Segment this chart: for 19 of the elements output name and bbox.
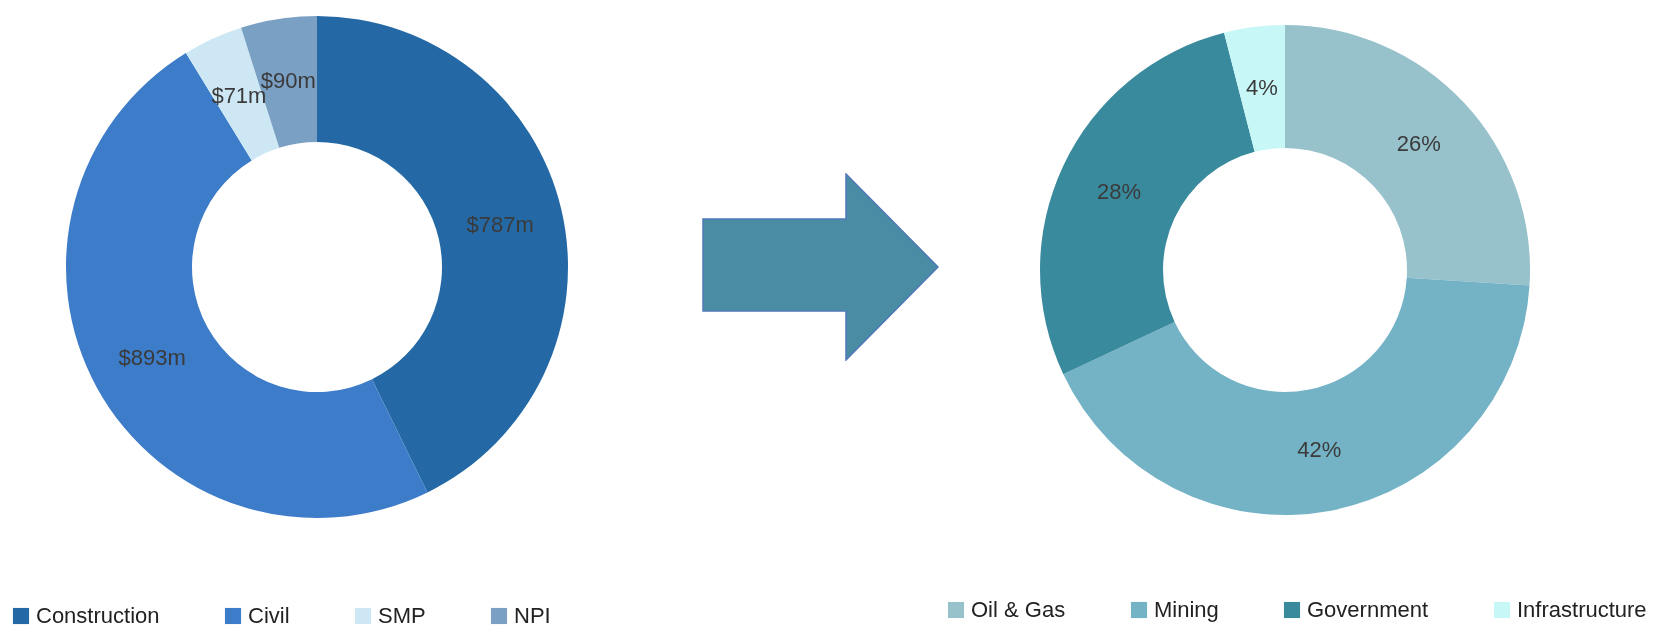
data-label: 28%: [1096, 178, 1141, 204]
data-label: 26%: [1396, 131, 1441, 157]
legend-label: Mining: [1154, 597, 1219, 622]
data-label: $893m: [118, 344, 186, 370]
donut-slice: [1063, 277, 1530, 515]
data-label: $787m: [466, 211, 534, 237]
data-label: 42%: [1297, 437, 1342, 463]
legend-label: SMP: [378, 603, 426, 628]
donut-slice: [66, 52, 428, 518]
legend-label: NPI: [514, 603, 551, 628]
donut-slice: [1224, 25, 1285, 152]
legend-label: Government: [1307, 597, 1429, 622]
legend-label: Civil: [248, 603, 290, 628]
donut-slice: [317, 16, 568, 493]
donut-slice: [1285, 25, 1530, 286]
legend-label: Construction: [36, 603, 160, 628]
legend-label: Infrastructure: [1517, 597, 1647, 622]
legend-label: Oil & Gas: [971, 597, 1066, 622]
data-label: 4%: [1246, 74, 1278, 100]
